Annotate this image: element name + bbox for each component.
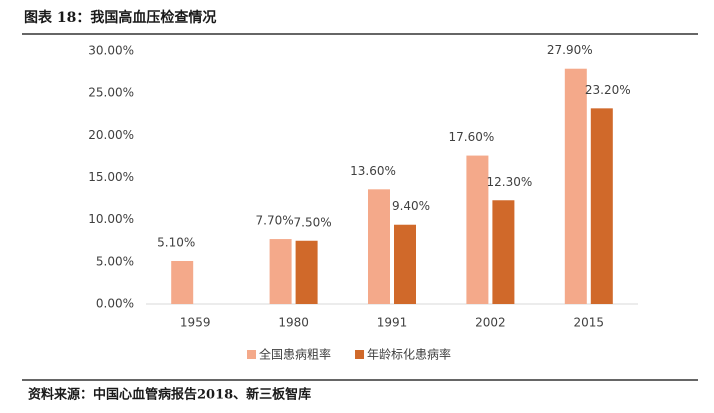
bar [394, 224, 416, 304]
bar [368, 189, 390, 304]
bar [466, 155, 489, 304]
x-tick-label: 2015 [574, 316, 605, 330]
x-tick-label: 1980 [278, 316, 309, 330]
source: 资料来源：中国心血管病报告2018、新三板智库 [28, 387, 311, 403]
legend-swatch [355, 350, 365, 359]
x-tick-label: 2002 [475, 316, 506, 330]
x-tick-label: 1991 [377, 316, 408, 330]
data-label: 27.90% [547, 43, 593, 57]
data-label: 17.60% [449, 130, 495, 144]
data-label: 7.50% [294, 215, 332, 229]
y-tick-label: 5.00% [96, 254, 134, 268]
y-tick-label: 10.00% [88, 212, 134, 226]
data-label: 5.10% [157, 235, 195, 249]
bar [590, 108, 613, 304]
bar [171, 260, 194, 304]
y-tick-label: 25.00% [88, 86, 134, 100]
chart-title: 图表 18：我国高血压检查情况 [24, 9, 216, 26]
legend-label: 全国患病粗率 [259, 347, 331, 362]
data-label: 13.60% [350, 164, 396, 178]
y-tick-label: 0.00% [96, 297, 134, 311]
legend-label: 年龄标化患病率 [367, 347, 451, 362]
x-tick-label: 1959 [180, 316, 211, 330]
bar [492, 200, 515, 304]
y-tick-label: 20.00% [88, 128, 134, 142]
y-tick-label: 30.00% [88, 44, 134, 58]
bar [295, 240, 318, 304]
data-label: 12.30% [487, 175, 533, 189]
bar [564, 68, 587, 305]
data-label: 7.70% [256, 214, 294, 228]
y-tick-label: 15.00% [88, 170, 134, 184]
data-label: 23.20% [585, 83, 631, 97]
bar [269, 239, 292, 304]
legend-swatch [247, 350, 256, 359]
data-label: 9.40% [392, 199, 430, 213]
